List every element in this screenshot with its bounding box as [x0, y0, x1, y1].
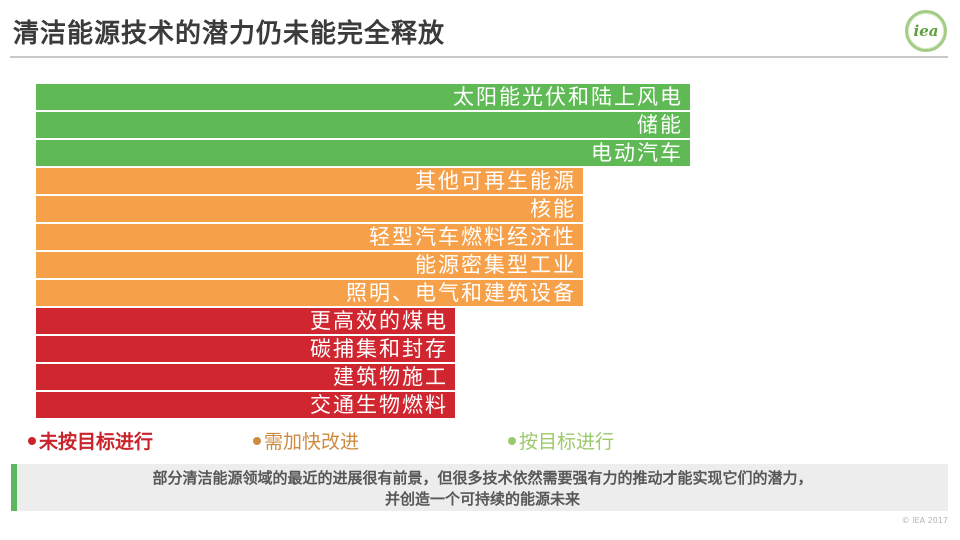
- chart-bar-off_track: 更高效的煤电: [36, 308, 455, 334]
- legend-dot-icon: [28, 436, 36, 445]
- chart-bar-on_track: 储能: [36, 112, 690, 138]
- legend-item-on_track: 按目标进行: [508, 427, 614, 454]
- legend-dot-icon: [508, 436, 516, 445]
- chart-bar-needs_improvement: 其他可再生能源: [36, 168, 583, 194]
- chart-bar-off_track: 交通生物燃料: [36, 392, 455, 418]
- bar-label: 太阳能光伏和陆上风电: [453, 85, 683, 109]
- iea-logo-text: iea: [913, 22, 939, 40]
- bar-label: 电动汽车: [591, 141, 683, 165]
- bar-label: 碳捕集和封存: [310, 337, 448, 361]
- legend-item-off_track: 未按目标进行: [28, 427, 153, 454]
- bar-label: 轻型汽车燃料经济性: [369, 225, 576, 249]
- legend-item-needs_improvement: 需加快改进: [253, 427, 359, 454]
- iea-logo-icon: iea: [905, 10, 947, 52]
- bar-label: 照明、电气和建筑设备: [346, 281, 576, 305]
- bar-label: 能源密集型工业: [415, 253, 576, 277]
- chart-bar-off_track: 建筑物施工: [36, 364, 455, 390]
- legend-label: 未按目标进行: [39, 431, 154, 453]
- copyright: © IEA 2017: [901, 516, 948, 525]
- chart-bar-needs_improvement: 能源密集型工业: [36, 252, 583, 278]
- chart-bar-needs_improvement: 照明、电气和建筑设备: [36, 280, 583, 306]
- legend-label: 按目标进行: [519, 431, 615, 453]
- footer-note: 部分清洁能源领域的最近的进展很有前景，但很多技术依然需要强有力的推动才能实现它们…: [11, 464, 948, 511]
- bar-label: 核能: [530, 197, 576, 221]
- legend: 未按目标进行 需加快改进 按目标进行: [0, 427, 960, 454]
- legend-dot-icon: [253, 436, 261, 445]
- bar-label: 储能: [637, 113, 683, 137]
- chart-bar-off_track: 碳捕集和封存: [36, 336, 455, 362]
- footer-note-line2: 并创造一个可持续的能源未来: [384, 490, 580, 508]
- chart-bar-on_track: 电动汽车: [36, 140, 690, 166]
- bar-label: 交通生物燃料: [310, 393, 448, 417]
- legend-label: 需加快改进: [264, 431, 360, 453]
- bar-label: 其他可再生能源: [415, 169, 576, 193]
- bar-chart: 太阳能光伏和陆上风电储能电动汽车 其他可再生能源核能轻型汽车燃料经济性能源密集型工…: [36, 84, 690, 420]
- chart-bar-on_track: 太阳能光伏和陆上风电: [36, 84, 690, 110]
- title-divider: [10, 56, 948, 58]
- chart-bar-needs_improvement: 轻型汽车燃料经济性: [36, 224, 583, 250]
- page-title: 清洁能源技术的潜力仍未能完全释放: [13, 19, 446, 49]
- bar-label: 更高效的煤电: [310, 309, 448, 333]
- bar-label: 建筑物施工: [333, 365, 448, 389]
- footer-note-line1: 部分清洁能源领域的最近的进展很有前景，但很多技术依然需要强有力的推动才能实现它们…: [152, 469, 813, 487]
- chart-bar-needs_improvement: 核能: [36, 196, 583, 222]
